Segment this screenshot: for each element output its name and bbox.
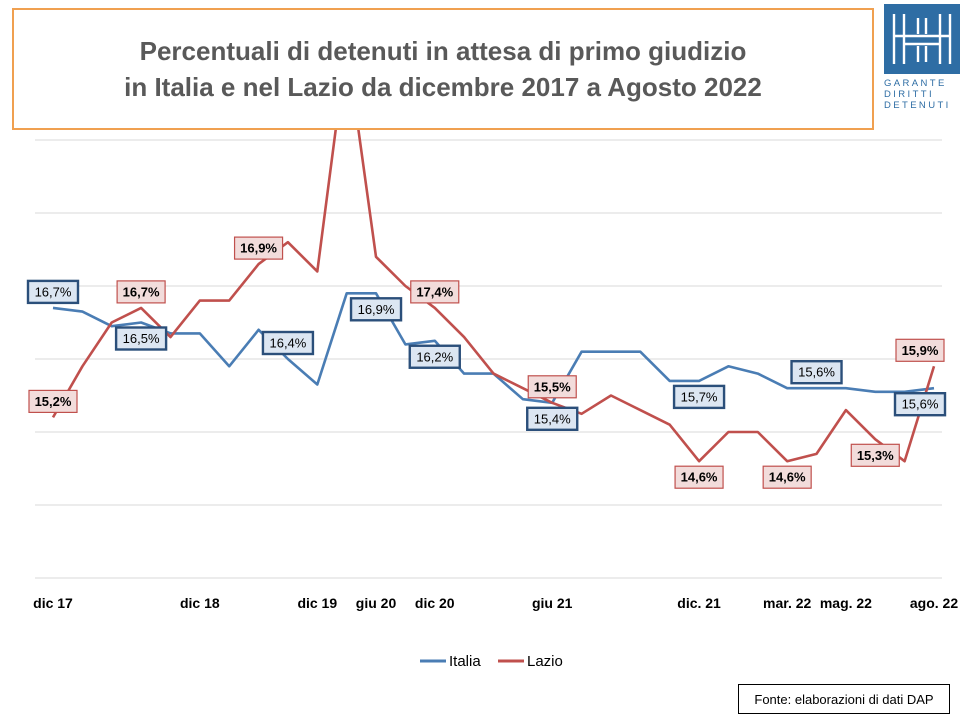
data-label-text: 14,6%	[769, 470, 806, 485]
data-label-text: 15,2%	[35, 394, 72, 409]
chart-title-box: Percentuali di detenuti in attesa di pri…	[12, 8, 874, 130]
data-label-italia: 16,2%	[408, 344, 461, 369]
logo-word-1: GARANTE	[884, 78, 947, 89]
data-label-text: 16,5%	[123, 331, 160, 346]
data-label-box	[526, 406, 579, 431]
data-label-italia: 16,9%	[349, 297, 403, 322]
data-label-box	[26, 279, 80, 305]
data-label-box	[410, 280, 460, 304]
series-line-italia	[52, 291, 935, 405]
logo-mark	[892, 14, 952, 64]
data-label-text: 16,2%	[416, 349, 453, 364]
logo-badge	[884, 4, 960, 74]
data-label-italia: 15,6%	[790, 360, 843, 385]
x-tick-label: dic 20	[415, 595, 455, 611]
chart-series-lines	[51, 130, 936, 463]
data-label-text: 15,5%	[534, 379, 571, 394]
data-label-italia: 16,5%	[114, 326, 168, 351]
chart-legend: Italia Lazio	[420, 653, 563, 670]
x-tick-label: mar. 22	[763, 595, 811, 611]
x-tick-label: dic. 21	[677, 595, 721, 611]
data-label-box	[895, 338, 945, 362]
source-note: Fonte: elaborazioni di dati DAP	[738, 684, 950, 714]
x-tick-label: giu 20	[356, 595, 397, 611]
data-label-text: 17,4%	[416, 284, 453, 299]
logo-word-3: DETENUTI	[884, 100, 951, 110]
data-label-lazio: 15,2%	[28, 389, 78, 413]
data-label-text: 16,9%	[240, 241, 277, 256]
data-label-box	[408, 344, 461, 369]
data-label-lazio: 15,5%	[527, 375, 577, 399]
logo-word-2: DIRITTI	[884, 89, 934, 100]
x-tick-label: giu 21	[532, 595, 573, 611]
chart-x-ticks: dic 17 dic 18 dic 19 giu 20 dic 20 giu 21 dic.…	[33, 595, 958, 611]
data-label-italia: 15,4%	[526, 406, 579, 431]
data-label-box	[261, 330, 315, 356]
data-label-box	[116, 280, 166, 304]
data-label-italia: 15,7%	[672, 384, 726, 410]
data-label-box	[349, 297, 403, 322]
data-label-italia: 16,7%	[26, 279, 80, 305]
data-label-box	[527, 375, 577, 399]
legend-item-lazio: Lazio	[498, 653, 563, 670]
data-label-text: 15,9%	[902, 343, 939, 358]
data-label-italia: 16,4%	[261, 330, 315, 356]
data-label-text: 15,3%	[857, 448, 894, 463]
data-label-text: 15,4%	[534, 411, 571, 426]
x-tick-label: dic 19	[297, 595, 337, 611]
data-label-text: 16,7%	[123, 284, 160, 299]
chart-title-line-1: Percentuali di detenuti in attesa di pri…	[139, 36, 747, 66]
data-label-lazio: 14,6%	[762, 465, 812, 489]
data-label-box	[762, 465, 812, 489]
data-label-lazio: 15,9%	[895, 338, 945, 362]
data-label-box	[790, 360, 843, 385]
data-label-box	[28, 389, 78, 413]
series-line-lazio	[51, 130, 936, 463]
chart-title-line-2: in Italia e nel Lazio da dicembre 2017 a…	[124, 72, 762, 102]
data-label-text: 14,6%	[681, 470, 718, 485]
x-tick-label: ago. 22	[910, 595, 958, 611]
legend-item-italia: Italia	[420, 653, 481, 670]
data-label-lazio: 17,4%	[410, 280, 460, 304]
data-label-box	[233, 236, 284, 260]
x-tick-label: dic 18	[180, 595, 220, 611]
data-label-text: 16,7%	[35, 284, 72, 299]
chart-gridlines	[35, 139, 942, 579]
data-label-lazio: 15,3%	[850, 443, 900, 467]
data-label-text: 15,6%	[798, 365, 835, 380]
garante-logo: GARANTE DIRITTI DETENUTI	[884, 4, 960, 110]
data-label-lazio: 16,7%	[116, 280, 166, 304]
data-label-text: 15,6%	[902, 397, 939, 412]
data-label-italia: 15,6%	[893, 392, 947, 417]
data-label-text: 16,4%	[269, 336, 306, 351]
legend-label: Lazio	[527, 653, 563, 670]
x-tick-label: mag. 22	[820, 595, 872, 611]
data-label-box	[893, 392, 947, 417]
line-chart: 16,7% 16,5% 16,4% 16,9% 16,2% 15,4% 15,7% 15,6%…	[26, 130, 958, 670]
data-label-box	[114, 326, 168, 351]
data-label-box	[672, 384, 726, 410]
data-label-box	[674, 465, 724, 489]
chart-data-labels: 16,7% 16,5% 16,4% 16,9% 16,2% 15,4% 15,7% 15,6%…	[26, 236, 947, 489]
data-label-lazio: 14,6%	[674, 465, 724, 489]
legend-label: Italia	[449, 653, 481, 670]
data-label-text: 16,9%	[358, 302, 395, 317]
x-tick-label: dic 17	[33, 595, 73, 611]
data-label-text: 15,7%	[681, 389, 718, 404]
data-label-lazio: 16,9%	[233, 236, 284, 260]
data-label-box	[850, 443, 900, 467]
